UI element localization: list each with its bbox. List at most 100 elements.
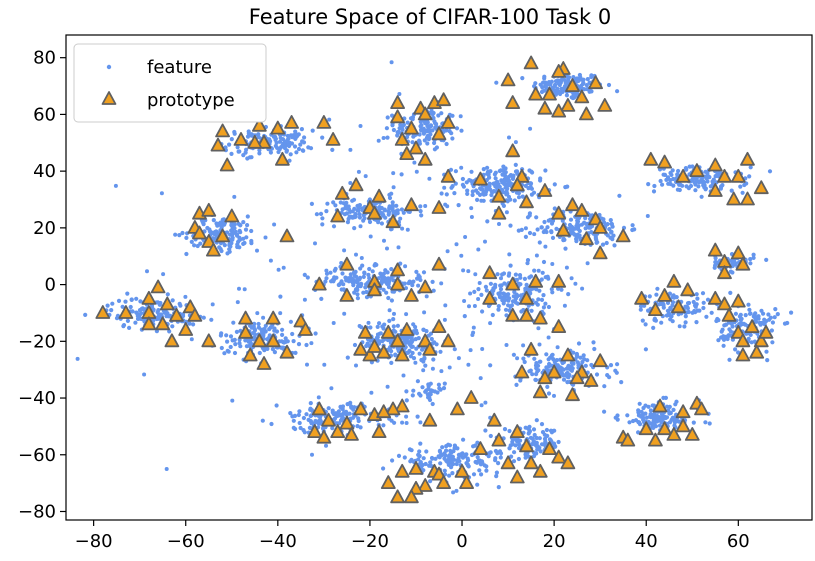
feature-point [775,312,780,317]
prototype-point [555,222,571,237]
feature-point [654,292,659,297]
feature-point [237,149,242,154]
feature-point [471,325,476,330]
feature-point [293,129,298,134]
feature-point [291,339,296,344]
feature-point [407,447,412,452]
feature-point [557,89,562,95]
feature-point [389,337,394,342]
feature-point [534,435,539,441]
feature-point [550,235,556,240]
feature-point [320,135,325,140]
feature-point [494,474,499,479]
feature-point [340,412,345,417]
feature-point [351,281,356,286]
prototype-point [417,333,433,348]
feature-point [511,459,517,464]
feature-point [691,299,696,305]
feature-point [242,287,247,292]
feature-point [421,456,426,461]
feature-point [422,310,427,315]
feature-point [105,303,110,308]
prototype-point [279,344,295,359]
feature-point [546,276,551,281]
feature-point [417,391,422,396]
feature-point [422,356,427,361]
prototype-point [403,489,419,504]
feature-point [418,209,423,214]
feature-point [109,308,114,313]
feature-point [454,242,459,247]
feature-point [365,341,370,346]
y-tick-label: 60 [33,104,56,125]
feature-point [290,414,295,419]
feature-point [505,186,510,191]
prototype-point [523,341,539,356]
feature-point [770,340,775,345]
feature-point [420,385,425,390]
feature-point [556,81,561,86]
feature-point [393,329,398,334]
feature-point [330,410,335,415]
feature-point [271,134,276,139]
feature-point [299,127,304,132]
feature-point [528,126,533,131]
prototype-point [620,432,636,447]
feature-point [430,279,435,284]
prototype-point [265,333,281,348]
feature-point [542,74,547,79]
prototype-point [344,426,359,441]
feature-point [694,292,699,297]
feature-point [550,262,555,266]
feature-point [488,433,493,439]
feature-point [421,270,427,275]
feature-point [549,221,555,226]
prototype-point [274,151,290,166]
feature-point [329,386,334,391]
feature-point [667,420,673,425]
feature-point [765,358,770,363]
feature-point [257,148,262,153]
prototype-point [758,324,774,339]
feature-point [381,423,386,428]
feature-point [507,252,512,257]
feature-point [487,181,492,186]
feature-point [313,331,318,336]
feature-point [549,287,554,292]
prototype-point [519,438,534,453]
feature-point [694,320,699,325]
feature-point [322,362,327,367]
feature-point [222,243,227,248]
feature-point [543,244,548,249]
prototype-point [634,290,649,305]
feature-point [542,441,547,446]
feature-point [346,279,351,284]
feature-point [659,320,664,325]
feature-point [494,470,499,475]
feature-point [448,167,454,172]
feature-point [387,195,393,201]
prototype-point [380,475,396,490]
prototype-point [726,191,742,206]
feature-point [411,388,416,393]
feature-point [355,292,360,297]
feature-point [625,413,630,418]
prototype-point [293,313,309,328]
feature-point [503,166,508,171]
feature-point [255,311,260,316]
feature-point [759,308,764,313]
feature-point [261,315,266,320]
prototype-point [551,273,567,288]
feature-point [467,178,472,183]
feature-point [237,341,242,346]
feature-point [415,379,420,384]
feature-point [445,249,450,254]
feature-point [585,77,590,82]
feature-point [352,290,357,295]
feature-point [632,227,637,232]
feature-point [553,82,558,87]
prototype-point [390,333,406,348]
feature-point [251,324,256,329]
feature-point [444,192,449,197]
feature-point [498,455,503,460]
